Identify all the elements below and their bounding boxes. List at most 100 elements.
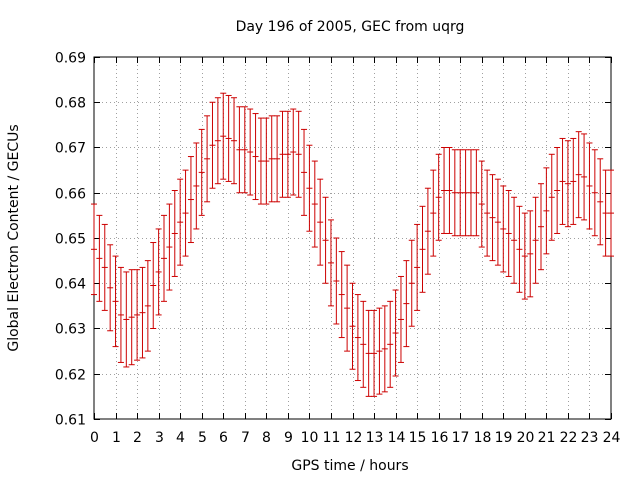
error-bar — [101, 223, 108, 311]
error-bar — [155, 228, 162, 316]
error-bar — [144, 260, 151, 352]
y-tick-label: 0.67 — [55, 141, 86, 157]
error-bar — [511, 196, 518, 284]
x-tick-label: 9 — [284, 430, 293, 446]
error-bar — [505, 189, 512, 277]
x-axis-label: GPS time / hours — [291, 458, 408, 474]
error-bar — [354, 294, 361, 382]
error-bar — [161, 214, 168, 302]
x-tick-label: 4 — [176, 430, 185, 446]
error-bar — [241, 106, 248, 194]
error-bar — [467, 149, 474, 237]
error-bar — [311, 160, 318, 248]
x-tick-label: 21 — [538, 430, 556, 446]
error-bar — [500, 185, 507, 273]
axes: 0.610.620.630.640.650.660.670.680.690 1 2 3… — [55, 51, 621, 447]
error-bar — [198, 128, 205, 216]
x-tick-label: 6 — [219, 430, 228, 446]
error-bar — [575, 131, 582, 219]
error-bar — [112, 255, 119, 348]
error-bar — [268, 115, 275, 203]
error-bar — [107, 244, 114, 332]
error-bar — [128, 269, 135, 366]
y-tick-label: 0.62 — [55, 368, 86, 384]
x-tick-label: 8 — [262, 430, 271, 446]
error-bar — [430, 169, 437, 257]
error-bar — [581, 133, 588, 221]
error-bar — [381, 305, 388, 393]
error-bar — [322, 196, 329, 284]
error-bar — [397, 275, 404, 363]
error-bar — [360, 300, 367, 388]
error-bar — [171, 189, 178, 277]
error-bar — [187, 156, 194, 244]
error-bar — [586, 142, 593, 230]
error-bar — [214, 97, 221, 185]
error-bar — [365, 309, 372, 397]
error-bar — [225, 94, 232, 182]
error-bar — [306, 144, 313, 232]
error-bar — [166, 203, 173, 291]
y-tick-label: 0.69 — [55, 51, 86, 67]
error-bar — [554, 147, 561, 234]
error-bar — [257, 117, 264, 205]
error-bar — [333, 237, 340, 325]
error-bar — [177, 178, 184, 266]
error-bar — [543, 167, 550, 255]
x-tick-label: 5 — [198, 430, 207, 446]
error-bar — [209, 101, 216, 189]
error-bar — [559, 137, 566, 225]
error-bar — [284, 110, 291, 198]
x-tick-label: 23 — [581, 430, 599, 446]
error-bar — [182, 169, 189, 257]
error-bar — [327, 219, 334, 307]
y-tick-label: 0.61 — [55, 413, 86, 429]
error-bar — [91, 203, 97, 296]
error-bar — [608, 169, 614, 257]
error-bar — [489, 174, 496, 262]
error-bar — [338, 251, 345, 339]
error-bar — [478, 160, 485, 248]
error-bar — [139, 266, 146, 359]
error-bar — [193, 142, 200, 230]
error-bar — [344, 264, 351, 352]
y-tick-label: 0.66 — [55, 187, 86, 203]
error-bar — [150, 242, 157, 329]
error-bar — [521, 212, 528, 300]
error-bar — [349, 282, 356, 370]
error-bar — [408, 239, 415, 327]
error-bar — [564, 140, 571, 228]
error-bar — [570, 137, 577, 225]
error-bar — [376, 307, 383, 395]
error-bar — [451, 149, 458, 237]
error-bar — [527, 210, 534, 298]
error-bar — [473, 149, 480, 237]
error-bar — [371, 309, 378, 397]
error-bar — [231, 97, 238, 185]
y-tick-label: 0.68 — [55, 96, 86, 112]
error-bar — [462, 149, 469, 237]
x-tick-label: 22 — [560, 430, 578, 446]
error-bar — [295, 110, 302, 198]
y-tick-label: 0.65 — [55, 232, 86, 248]
error-bar — [435, 153, 442, 241]
x-tick-label: 1 — [112, 430, 121, 446]
error-bar — [424, 187, 431, 275]
error-bar — [537, 183, 544, 271]
error-bar — [279, 110, 286, 198]
x-tick-label: 24 — [603, 430, 621, 446]
error-bar — [96, 214, 103, 302]
error-bar — [274, 115, 281, 203]
x-tick-label: 11 — [323, 430, 341, 446]
error-bar — [252, 113, 259, 201]
error-bar — [532, 196, 539, 284]
error-bar — [602, 169, 609, 257]
error-bar — [247, 108, 254, 196]
x-tick-label: 3 — [155, 430, 164, 446]
error-bar — [548, 153, 555, 241]
error-bar — [117, 266, 124, 363]
error-bar — [236, 106, 243, 194]
x-tick-label: 20 — [517, 430, 535, 446]
error-bar — [263, 117, 270, 205]
